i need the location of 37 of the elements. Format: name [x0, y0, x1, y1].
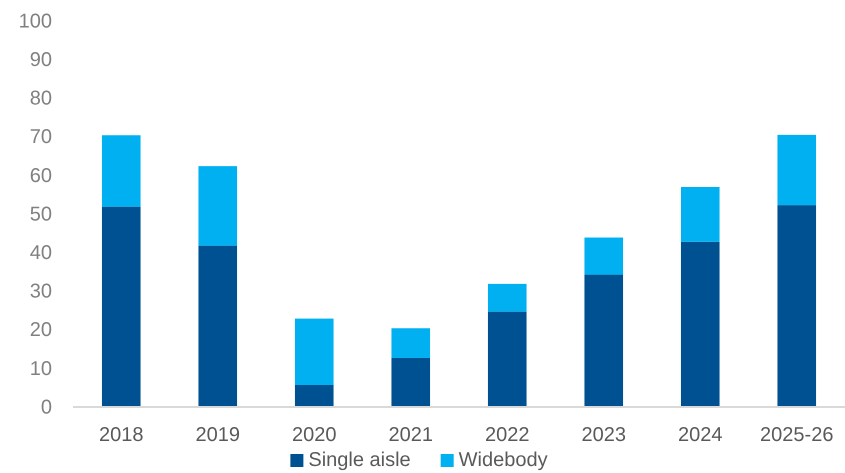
bar: [294, 385, 334, 407]
bar: [680, 242, 720, 407]
y-tick-label: 10: [30, 358, 52, 380]
bar: [777, 134, 816, 206]
bar: [102, 135, 141, 207]
x-tick-label: 2024: [678, 424, 722, 446]
y-tick-label: 90: [30, 49, 52, 71]
x-tick-label: 2025-26: [760, 424, 834, 446]
y-tick-label: 70: [30, 126, 52, 148]
bar: [198, 246, 238, 407]
x-tick-label: 2023: [582, 424, 626, 446]
x-tick-label: 2022: [485, 424, 530, 446]
y-tick-label: 100: [18, 10, 52, 32]
x-tick-label: 2020: [292, 424, 336, 446]
y-tick-label: 40: [30, 242, 52, 264]
bar: [488, 312, 527, 407]
legend-label: Single aisle: [308, 449, 411, 471]
bar: [777, 205, 816, 407]
x-tick-label: 2018: [99, 424, 144, 446]
x-tick-label: 2019: [196, 424, 240, 446]
bar: [198, 166, 238, 246]
bar: [584, 274, 624, 407]
bar: [102, 206, 141, 407]
legend-label: Widebody: [458, 449, 548, 471]
y-tick-label: 80: [30, 88, 52, 110]
bar: [680, 186, 720, 242]
bar: [294, 318, 334, 385]
y-tick-label: 20: [30, 319, 52, 342]
bar: [488, 284, 527, 312]
bar: [391, 358, 430, 407]
y-tick-label: 30: [30, 280, 52, 303]
y-tick-label: 60: [30, 164, 52, 187]
y-tick-label: 50: [30, 203, 52, 226]
x-tick-label: 2021: [388, 424, 433, 446]
bar: [391, 328, 430, 358]
y-tick-label: 0: [40, 396, 52, 418]
bar: [584, 238, 624, 275]
